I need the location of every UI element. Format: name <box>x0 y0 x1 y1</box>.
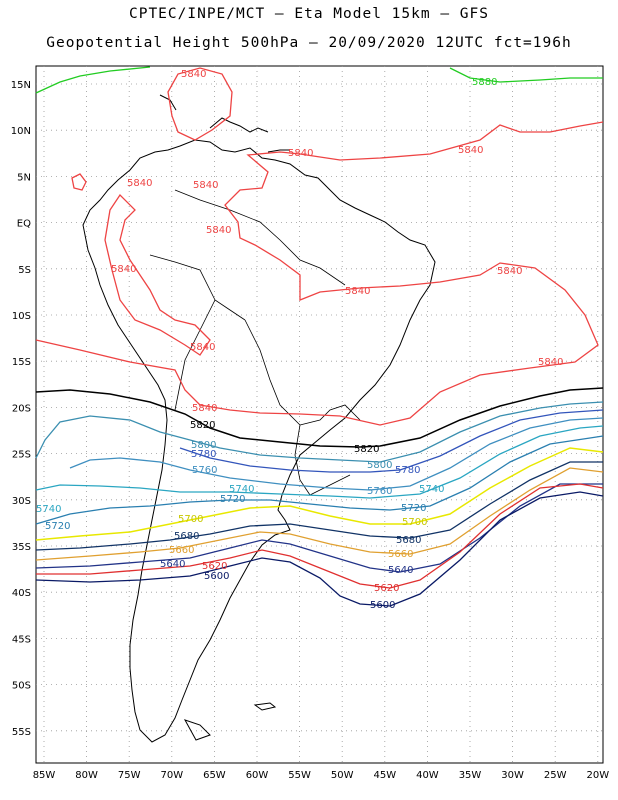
label-5600: 5600 <box>370 600 395 611</box>
label-5840: 5840 <box>345 286 370 297</box>
contour-5620 <box>36 483 604 589</box>
contour-5700 <box>35 447 604 541</box>
label-5680: 5680 <box>174 531 199 542</box>
latitude-label: 15S <box>12 357 31 368</box>
latitude-label: 45S <box>12 634 31 645</box>
label-5800: 5800 <box>367 460 392 471</box>
latitude-label: EQ <box>17 219 31 230</box>
country-borders <box>149 189 361 496</box>
latitude-label: 5S <box>18 265 31 276</box>
latitude-label: 55S <box>12 727 31 738</box>
label-5880: 5880 <box>472 77 497 88</box>
latitude-label: 40S <box>12 588 31 599</box>
label-5760: 5760 <box>367 486 392 497</box>
label-5840: 5840 <box>192 403 217 414</box>
label-5640: 5640 <box>160 559 185 570</box>
contour-5720 <box>35 435 604 525</box>
longitude-label: 45W <box>373 770 396 781</box>
latitude-label: 10N <box>11 126 31 137</box>
label-5780: 5780 <box>395 465 420 476</box>
label-5840: 5840 <box>127 178 152 189</box>
latitude-label: 30S <box>12 496 31 507</box>
label-5720: 5720 <box>401 503 426 514</box>
label-5840: 5840 <box>458 145 483 156</box>
label-5700: 5700 <box>178 514 203 525</box>
longitude-label: 80W <box>75 770 98 781</box>
label-5600: 5600 <box>204 571 229 582</box>
label-5740: 5740 <box>36 504 61 515</box>
label-5820: 5820 <box>354 444 379 455</box>
longitude-label: 65W <box>203 770 226 781</box>
label-5620: 5620 <box>202 561 227 572</box>
label-5760: 5760 <box>192 465 217 476</box>
label-5840: 5840 <box>181 69 206 80</box>
label-5660: 5660 <box>169 545 194 556</box>
label-5620: 5620 <box>374 583 399 594</box>
longitude-label: 40W <box>416 770 439 781</box>
label-5700: 5700 <box>402 517 427 528</box>
label-5840: 5840 <box>538 357 563 368</box>
longitude-label: 75W <box>118 770 141 781</box>
label-5800: 5800 <box>191 440 216 451</box>
contour-5840 <box>35 67 604 426</box>
grid-lines <box>36 66 603 763</box>
contour-5740 <box>35 425 604 499</box>
contour-5780 <box>179 409 604 473</box>
contour-5880 <box>35 66 603 94</box>
contour-labels: 5880 5840 5840 5840 5840 5840 5840 5840 … <box>36 69 563 611</box>
contour-5660 <box>35 467 604 561</box>
label-5840: 5840 <box>288 148 313 159</box>
contour-5760 <box>69 417 604 491</box>
label-5840: 5840 <box>497 266 522 277</box>
longitude-label: 85W <box>33 770 56 781</box>
latitude-labels: 15N 10N 5N EQ 5S 10S 15S 20S 25S 30S 35S 40S 45S 50S 5… <box>11 80 31 738</box>
longitude-label: 25W <box>544 770 567 781</box>
label-5740: 5740 <box>419 484 444 495</box>
chart-title: CPTEC/INPE/MCT – Eta Model 15km – GFS <box>128 6 489 22</box>
label-5720: 5720 <box>45 521 70 532</box>
label-5780: 5780 <box>191 449 216 460</box>
chart-subtitle: Geopotential Height 500hPa – 20/09/2020 … <box>46 35 572 51</box>
label-5840: 5840 <box>190 342 215 353</box>
coastline <box>82 94 436 743</box>
latitude-label: 15N <box>11 80 31 91</box>
longitude-label: 20W <box>586 770 609 781</box>
label-5740: 5740 <box>229 484 254 495</box>
contour-5600 <box>35 491 604 607</box>
longitude-label: 55W <box>288 770 311 781</box>
label-5820: 5820 <box>190 420 215 431</box>
longitude-label: 35W <box>459 770 482 781</box>
latitude-label: 5N <box>17 172 31 183</box>
contour-5680 <box>35 461 603 551</box>
latitude-label: 10S <box>12 311 31 322</box>
label-5840: 5840 <box>206 225 231 236</box>
label-5640: 5640 <box>388 565 413 576</box>
latitude-label: 50S <box>12 681 31 692</box>
longitude-label: 70W <box>160 770 183 781</box>
label-5840: 5840 <box>193 180 218 191</box>
latitude-label: 20S <box>12 403 31 414</box>
longitude-labels: 85W 80W 75W 70W 65W 60W 55W 50W 45W 40W 35W 30W 25W 2… <box>33 770 610 781</box>
contour-5820 <box>35 387 604 448</box>
label-5680: 5680 <box>396 535 421 546</box>
latitude-label: 25S <box>12 450 31 461</box>
latitude-label: 35S <box>12 542 31 553</box>
longitude-label: 60W <box>246 770 269 781</box>
label-5660: 5660 <box>388 549 413 560</box>
label-5720: 5720 <box>220 494 245 505</box>
longitude-label: 30W <box>501 770 524 781</box>
label-5840: 5840 <box>111 264 136 275</box>
longitude-label: 50W <box>331 770 354 781</box>
contour-5800 <box>35 401 604 463</box>
